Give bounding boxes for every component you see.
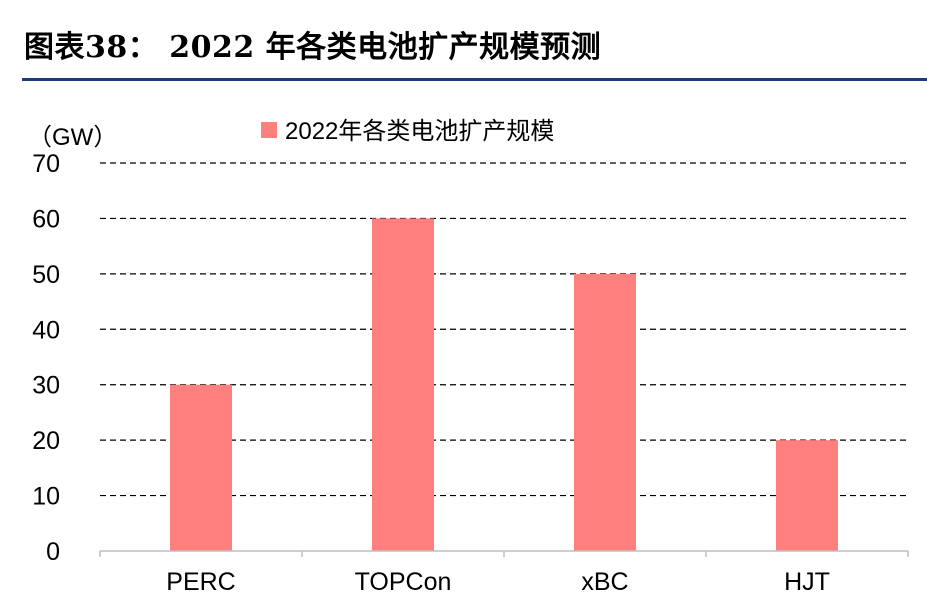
- bars: [170, 218, 838, 551]
- bar-xbc: [574, 273, 636, 551]
- y-tick-label: 20: [32, 427, 60, 455]
- bar-hjt: [776, 440, 838, 551]
- y-axis-tick-labels: 0 10 20 30 40 50 60 70: [32, 150, 60, 566]
- title-rule: [22, 78, 927, 81]
- legend-swatch: [261, 122, 277, 138]
- figure-title: 图表38： 2022 年各类电池扩产规模预测: [24, 30, 602, 65]
- y-tick-label: 50: [32, 261, 60, 289]
- x-tick-label-topcon: TOPCon: [355, 568, 452, 595]
- legend-label: 2022年各类电池扩产规模: [285, 118, 554, 145]
- legend: 2022年各类电池扩产规模: [261, 118, 554, 145]
- unit-label: （GW）: [28, 124, 117, 151]
- bar-topcon: [372, 218, 434, 551]
- bar-perc: [170, 384, 232, 551]
- y-tick-label: 0: [46, 538, 60, 566]
- y-tick-label: 30: [32, 372, 60, 400]
- x-axis: [99, 550, 909, 557]
- x-tick-label-hjt: HJT: [784, 568, 830, 595]
- y-tick-label: 70: [32, 150, 60, 178]
- x-tick-label-perc: PERC: [166, 568, 235, 595]
- x-tick-label-xbc: xBC: [581, 568, 628, 595]
- y-tick-label: 40: [32, 316, 60, 344]
- y-tick-label: 60: [32, 205, 60, 233]
- x-axis-tick-labels: PERC TOPCon xBC HJT: [166, 568, 830, 596]
- gridlines: [100, 162, 908, 497]
- y-tick-label: 10: [32, 483, 60, 511]
